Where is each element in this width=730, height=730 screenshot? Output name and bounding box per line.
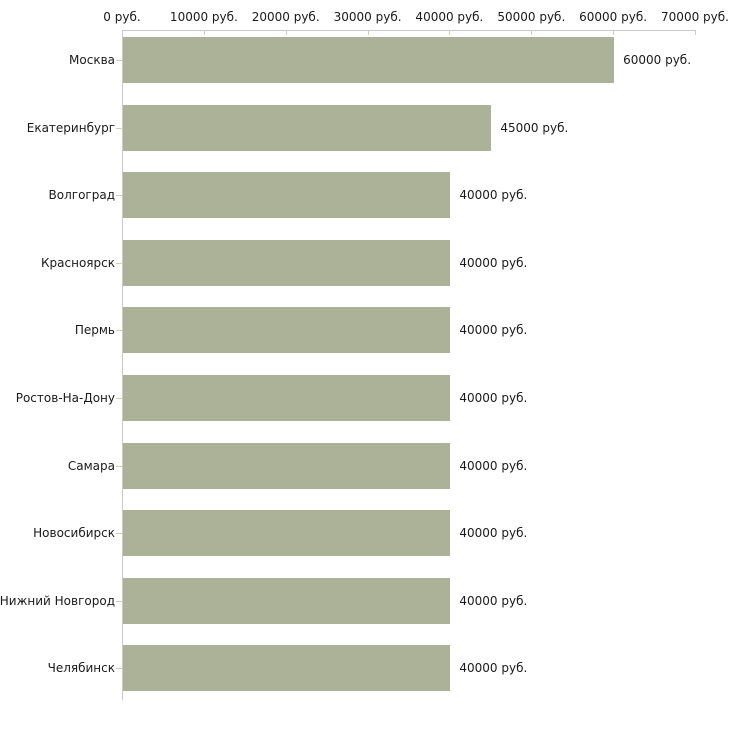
value-label: 40000 руб. xyxy=(459,458,528,473)
x-axis-tick-label: 10000 руб. xyxy=(169,10,238,24)
category-label: Волгоград xyxy=(48,188,115,203)
category-label: Пермь xyxy=(74,323,115,338)
y-axis-tick xyxy=(116,398,122,399)
bar xyxy=(123,307,451,354)
y-axis-tick xyxy=(116,195,122,197)
x-axis-tick-label: 0 руб. xyxy=(103,10,141,24)
bar xyxy=(123,104,492,151)
category-label: Москва xyxy=(69,53,115,67)
value-label: 40000 руб. xyxy=(459,323,528,338)
value-label: 40000 руб. xyxy=(459,255,528,270)
category-label: Новосибирск xyxy=(33,526,115,541)
bar xyxy=(123,37,615,83)
x-axis-tick xyxy=(531,30,533,35)
bar xyxy=(123,577,451,624)
y-axis-tick xyxy=(116,60,122,61)
value-label: 40000 руб. xyxy=(459,661,528,676)
x-axis-line xyxy=(122,30,695,31)
y-axis-tick xyxy=(116,533,122,535)
y-axis-tick xyxy=(116,600,122,602)
x-axis-tick-label: 60000 руб. xyxy=(579,10,648,24)
category-label: Самара xyxy=(67,458,115,473)
y-axis-tick xyxy=(116,262,122,264)
value-label: 60000 руб. xyxy=(623,53,692,67)
y-axis-line xyxy=(122,30,123,700)
y-axis-tick xyxy=(116,127,122,129)
bar xyxy=(123,239,451,286)
value-label: 40000 руб. xyxy=(459,391,528,405)
x-axis-tick xyxy=(203,30,205,35)
x-axis-tick xyxy=(122,30,123,35)
value-label: 40000 руб. xyxy=(459,526,528,541)
x-axis-tick-label: 20000 руб. xyxy=(251,10,320,24)
category-label: Ростов-На-Дону xyxy=(15,391,115,405)
bar xyxy=(123,375,451,421)
x-axis-tick-label: 70000 руб. xyxy=(661,10,729,24)
bar xyxy=(123,645,451,692)
y-axis-tick xyxy=(116,465,122,467)
x-axis-tick xyxy=(613,30,615,35)
x-axis-tick xyxy=(695,30,696,35)
x-axis-tick xyxy=(367,30,369,35)
bar xyxy=(123,172,451,219)
category-label: Нижний Новгород xyxy=(0,593,115,608)
y-axis-tick xyxy=(116,330,122,332)
value-label: 40000 руб. xyxy=(459,593,528,608)
category-label: Екатеринбург xyxy=(26,120,115,135)
bar xyxy=(123,442,451,489)
x-axis-tick-label: 40000 руб. xyxy=(415,10,484,24)
value-label: 45000 руб. xyxy=(500,120,569,135)
bar xyxy=(123,510,451,557)
x-axis-tick-label: 30000 руб. xyxy=(333,10,402,24)
x-axis-tick-label: 50000 руб. xyxy=(497,10,566,24)
category-label: Челябинск xyxy=(47,661,115,676)
category-label: Красноярск xyxy=(41,255,115,270)
x-axis-tick xyxy=(285,30,287,35)
value-label: 40000 руб. xyxy=(459,188,528,203)
x-axis-tick xyxy=(449,30,451,35)
y-axis-tick xyxy=(116,668,122,670)
